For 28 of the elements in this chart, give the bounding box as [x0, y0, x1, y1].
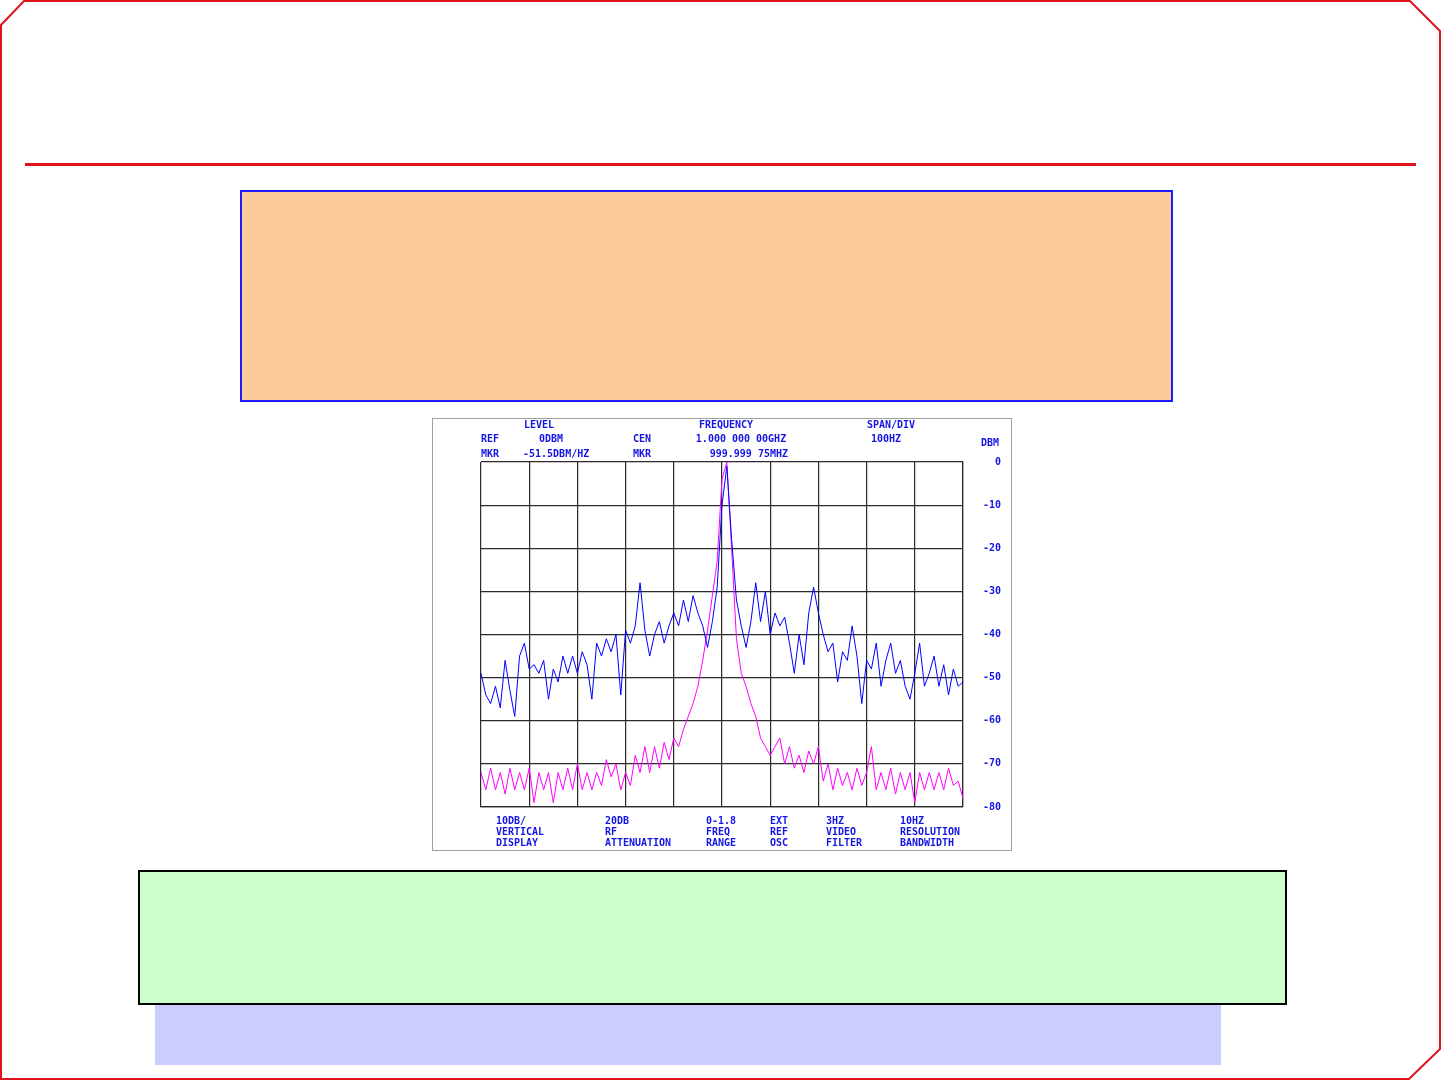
text: 20DB RF ATTENUATION — [604, 814, 672, 848]
text: LEVEL — [523, 419, 555, 430]
y-tick-label: -40 — [982, 628, 1001, 640]
text: EXT REF OSC — [769, 814, 789, 848]
text: 0-1.8 FREQ RANGE — [705, 814, 737, 848]
text: SPAN/DIV — [866, 419, 916, 430]
y-tick-label: -20 — [982, 541, 1001, 553]
y-axis-title: DBM — [980, 436, 1000, 448]
text: -51.5DBM/HZ — [523, 447, 590, 459]
text: MKR — [633, 447, 652, 459]
text: 1.000 000 00GHZ — [695, 432, 787, 444]
text: CEN — [633, 432, 652, 444]
text: 100HZ — [870, 432, 902, 444]
y-tick-label: -30 — [982, 584, 1001, 596]
text: 999.999 75MHZ — [709, 447, 788, 459]
y-tick-label: -50 — [982, 671, 1001, 683]
y-tick-label: -10 — [982, 498, 1001, 510]
text: REF — [481, 432, 500, 444]
text: 0DBM — [538, 432, 564, 444]
text: MKR — [481, 447, 500, 459]
y-tick-label: 0 — [994, 455, 1001, 467]
text: 10DB/ VERTICAL DISPLAY — [495, 814, 545, 848]
y-tick-label: -70 — [982, 757, 1001, 769]
y-tick-label: -80 — [982, 800, 1001, 812]
text: 3HZ VIDEO FILTER — [825, 814, 863, 848]
text: 10HZ RESOLUTION BANDWIDTH — [899, 814, 961, 848]
y-tick-label: -60 — [982, 714, 1001, 726]
text: FREQUENCY — [698, 419, 754, 430]
